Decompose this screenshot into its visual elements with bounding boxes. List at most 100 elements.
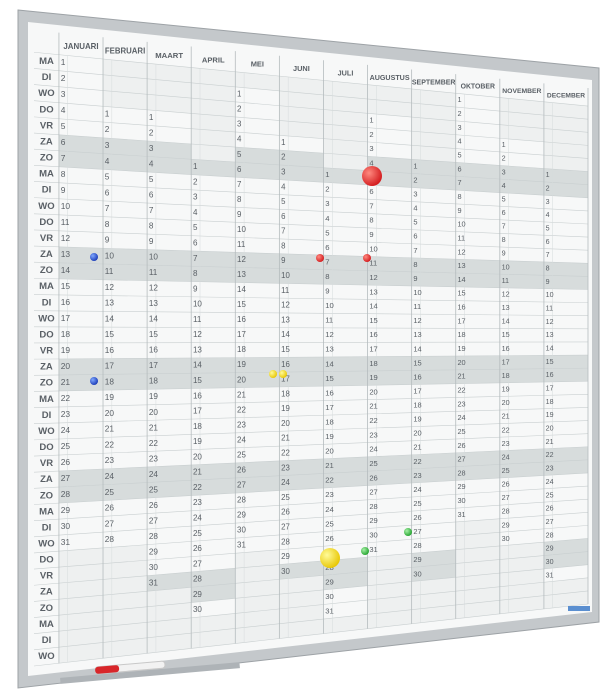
magnet: [90, 253, 98, 261]
day-number: 20: [105, 408, 115, 418]
empty-cell: [455, 559, 500, 578]
day-number: 11: [546, 305, 553, 313]
weekend-cell: [543, 181, 588, 198]
day-number: 18: [413, 401, 421, 410]
row-line: [33, 132, 589, 172]
day-number: 5: [105, 172, 110, 182]
weekend-cell: [543, 168, 588, 185]
day-number: 30: [193, 605, 202, 614]
day-number: 8: [105, 219, 110, 229]
day-number: 15: [502, 330, 510, 339]
day-number: 24: [502, 452, 510, 461]
day-number: 28: [546, 531, 554, 539]
day-number: 21: [149, 423, 159, 432]
empty-cell: [103, 606, 148, 627]
row-line: [33, 367, 589, 376]
day-number: 3: [105, 140, 110, 150]
day-number: 10: [193, 300, 202, 309]
day-number: 7: [413, 246, 417, 255]
day-number: 29: [149, 547, 159, 556]
row-line: [33, 603, 589, 667]
day-number: 21: [281, 434, 290, 443]
day-number: 23: [237, 420, 246, 429]
day-number: 24: [61, 425, 71, 435]
weekend-cell: [147, 373, 192, 390]
day-number: 25: [546, 491, 554, 499]
weekday-label: MA: [39, 619, 54, 630]
empty-cell: [367, 609, 412, 629]
weekend-cell: [279, 150, 324, 168]
day-number: 15: [281, 345, 290, 354]
empty-cell: [543, 590, 588, 609]
row-line: [33, 278, 589, 290]
empty-cell: [499, 542, 544, 560]
month-name: APRIL: [202, 55, 225, 64]
day-number: 23: [193, 498, 202, 507]
day-number: 17: [369, 344, 377, 353]
empty-cell: [191, 628, 236, 649]
day-number: 15: [546, 358, 554, 366]
day-number: 16: [237, 315, 246, 324]
row-line: [33, 116, 589, 159]
row-line: [33, 148, 589, 185]
weekend-cell: [279, 356, 324, 373]
day-number: 11: [281, 286, 289, 295]
day-number: 21: [193, 468, 202, 477]
day-number: 17: [457, 316, 465, 325]
weekend-cell: [279, 371, 324, 387]
empty-cell: [499, 555, 544, 574]
day-number: 9: [149, 237, 154, 246]
row-line: [33, 551, 589, 602]
day-number: 2: [546, 185, 550, 193]
day-number: 1: [105, 108, 110, 118]
day-number: 8: [413, 260, 417, 269]
day-number: 26: [149, 501, 159, 510]
day-number: 7: [502, 222, 506, 231]
day-number: 27: [369, 488, 377, 497]
day-number: 10: [369, 244, 377, 253]
month-name: SEPTEMBER: [412, 79, 456, 86]
weekend-cell: [191, 583, 236, 603]
day-number: 25: [325, 519, 334, 528]
day-number: 30: [325, 592, 334, 601]
day-number: 6: [369, 187, 373, 196]
day-number: 6: [281, 212, 285, 221]
day-number: 18: [237, 345, 246, 354]
empty-cell: [455, 518, 500, 536]
day-number: 7: [193, 254, 198, 263]
day-number: 3: [61, 89, 66, 99]
weekday-label: VR: [40, 458, 53, 469]
day-number: 20: [502, 398, 510, 407]
day-number: 27: [193, 559, 202, 568]
row-line: [33, 165, 589, 199]
day-number: 8: [237, 195, 242, 204]
weekend-cell: [367, 270, 412, 286]
weekend-cell: [103, 153, 148, 172]
day-number: 6: [61, 137, 66, 147]
empty-cell: [235, 594, 280, 614]
day-number: 22: [502, 425, 510, 434]
day-number: 21: [457, 372, 465, 381]
row-line: [33, 472, 589, 505]
empty-cell: [411, 145, 456, 163]
row-line: [33, 181, 589, 212]
magnet: [362, 166, 382, 186]
weekend-cell: [279, 560, 324, 580]
day-number: 2: [325, 185, 329, 194]
empty-cell: [543, 141, 588, 159]
day-number: 31: [325, 607, 334, 616]
day-number: 20: [546, 425, 554, 433]
day-number: 25: [237, 450, 246, 459]
weekend-cell: [455, 162, 500, 180]
day-number: 26: [61, 457, 71, 467]
weekend-cell: [499, 274, 544, 289]
day-number: 28: [413, 541, 421, 550]
day-number: 4: [413, 204, 417, 213]
weekend-cell: [323, 370, 368, 387]
day-number: 19: [325, 432, 334, 441]
day-number: 3: [457, 123, 461, 132]
day-number: 26: [105, 503, 115, 513]
day-number: 6: [105, 187, 110, 197]
empty-cell: [411, 103, 456, 121]
empty-cell: [323, 138, 368, 157]
